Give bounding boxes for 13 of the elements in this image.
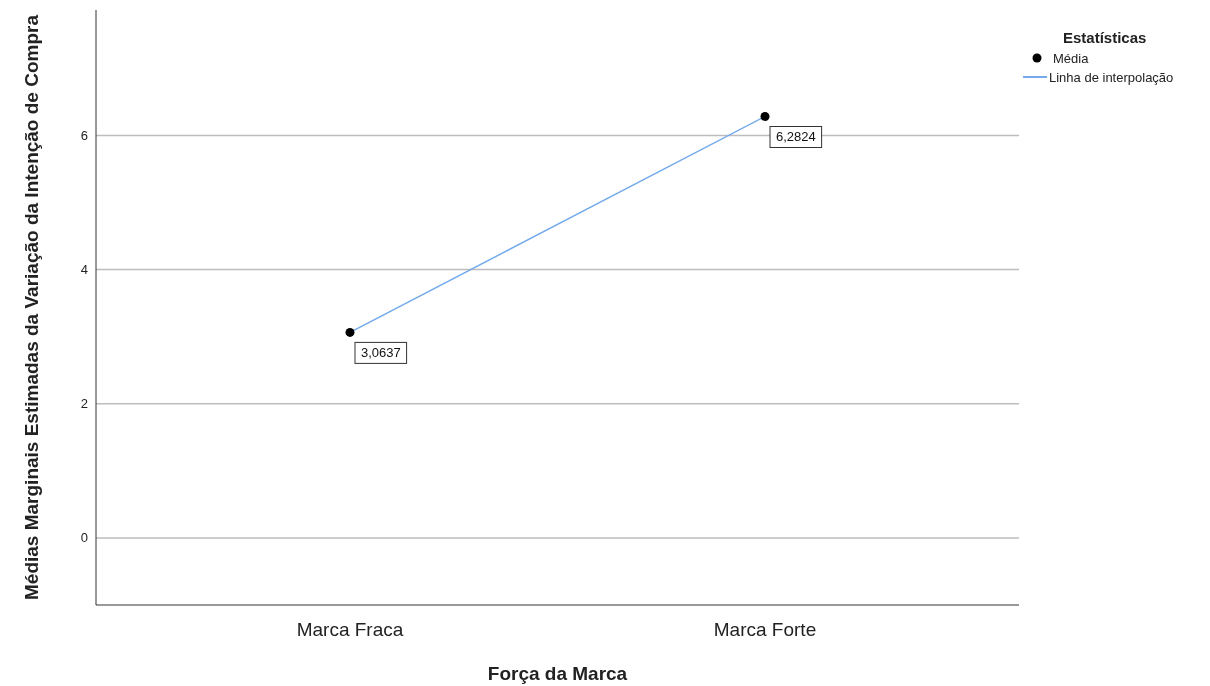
data-label: 6,2824 — [775, 129, 816, 145]
y-tick-label: 2 — [80, 396, 88, 412]
data-label: 3,0637 — [360, 345, 401, 361]
legend-label: Linha de interpolação — [1049, 69, 1174, 85]
x-tick-label: Marca Fraca — [296, 619, 404, 640]
x-tick-label: Marca Forte — [713, 619, 817, 640]
legend-label: Média — [1053, 50, 1090, 66]
x-axis-title: Força da Marca — [487, 663, 628, 684]
y-axis-title: Médias Marginais Estimadas da Variação da Intenção de Compra — [21, 14, 42, 600]
y-tick-label: 6 — [80, 127, 88, 143]
y-tick-label: 0 — [80, 530, 88, 546]
legend-title: Estatísticas — [1063, 29, 1147, 46]
y-tick-label: 4 — [80, 262, 88, 278]
